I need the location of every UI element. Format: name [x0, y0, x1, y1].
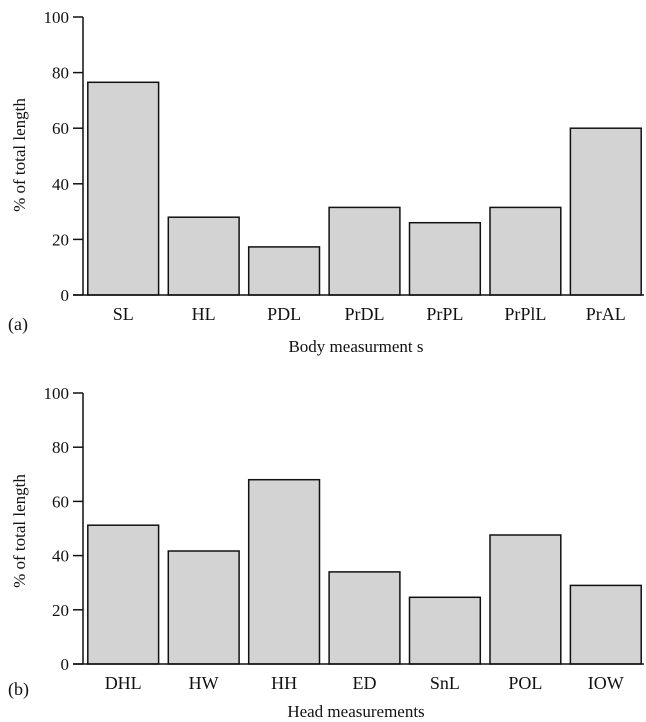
x-axis-title-a: Body measurment s — [288, 337, 423, 356]
bar-a-pdl — [247, 246, 321, 296]
x-tick-label-a-prdl: PrDL — [345, 304, 385, 324]
bar-a-pral — [569, 127, 642, 296]
bar-a-prdl — [328, 206, 401, 296]
bars-b — [87, 478, 642, 665]
bar-a-prpl — [408, 221, 482, 296]
y-tick-label-a-0: 0 — [61, 286, 70, 305]
bar-a-hl — [167, 216, 240, 296]
y-tick-label-b-0: 0 — [61, 655, 70, 674]
x-tick-label-b-hh: HH — [271, 673, 297, 693]
bars-a — [87, 81, 642, 296]
y-tick-label-a-80: 80 — [52, 64, 69, 83]
y-tick-label-a-40: 40 — [52, 175, 69, 194]
x-tick-label-b-snl: SnL — [430, 673, 460, 693]
bar-b-ed — [328, 571, 401, 665]
bar-a-prpll — [489, 206, 562, 296]
y-tick-label-b-20: 20 — [52, 601, 69, 620]
bar-a-sl — [87, 81, 160, 296]
x-axis-title-b: Head measurements — [287, 702, 424, 721]
x-tick-label-b-iow: IOW — [588, 673, 624, 693]
y-tick-label-b-40: 40 — [52, 547, 69, 566]
panel-label-a: (a) — [8, 314, 28, 335]
x-tick-label-b-hw: HW — [189, 673, 219, 693]
bar-b-dhl — [87, 524, 160, 665]
y-tick-label-b-80: 80 — [52, 438, 69, 457]
bar-b-snl — [408, 596, 482, 665]
panel-label-b: (b) — [8, 679, 29, 700]
y-tick-label-b-100: 100 — [44, 384, 70, 403]
x-tick-label-a-hl: HL — [192, 304, 216, 324]
y-tick-label-a-20: 20 — [52, 230, 69, 249]
chart-panel-b: % of total length Head measurements (b) … — [8, 384, 644, 721]
bar-b-iow — [569, 584, 642, 665]
y-axis-title-a: % of total length — [10, 98, 29, 212]
y-tick-label-b-60: 60 — [52, 492, 69, 511]
y-tick-label-a-100: 100 — [44, 8, 70, 27]
bar-b-pol — [489, 534, 562, 665]
x-tick-label-b-pol: POL — [508, 673, 542, 693]
bar-b-hh — [247, 478, 321, 665]
x-tick-label-a-pdl: PDL — [267, 304, 301, 324]
axes-b: DHL HW HH ED SnL POL IOW 0 20 40 60 80 100 — [44, 384, 644, 693]
x-tick-label-a-prpll: PrPlL — [504, 304, 546, 324]
x-tick-label-b-ed: ED — [353, 673, 377, 693]
x-tick-label-a-pral: PrAL — [586, 304, 626, 324]
chart-panel-a: % of total length Body measurment s (a) … — [8, 8, 644, 356]
bar-b-hw — [167, 550, 240, 665]
axes-a: SL HL PDL PrDL PrPL PrPlL PrAL 0 20 40 60 80 100 — [44, 8, 644, 324]
x-tick-label-a-prpl: PrPL — [426, 304, 463, 324]
y-axis-title-b: % of total length — [10, 474, 29, 588]
x-tick-label-a-sl: SL — [113, 304, 134, 324]
x-tick-label-b-dhl: DHL — [105, 673, 142, 693]
y-tick-label-a-60: 60 — [52, 119, 69, 138]
